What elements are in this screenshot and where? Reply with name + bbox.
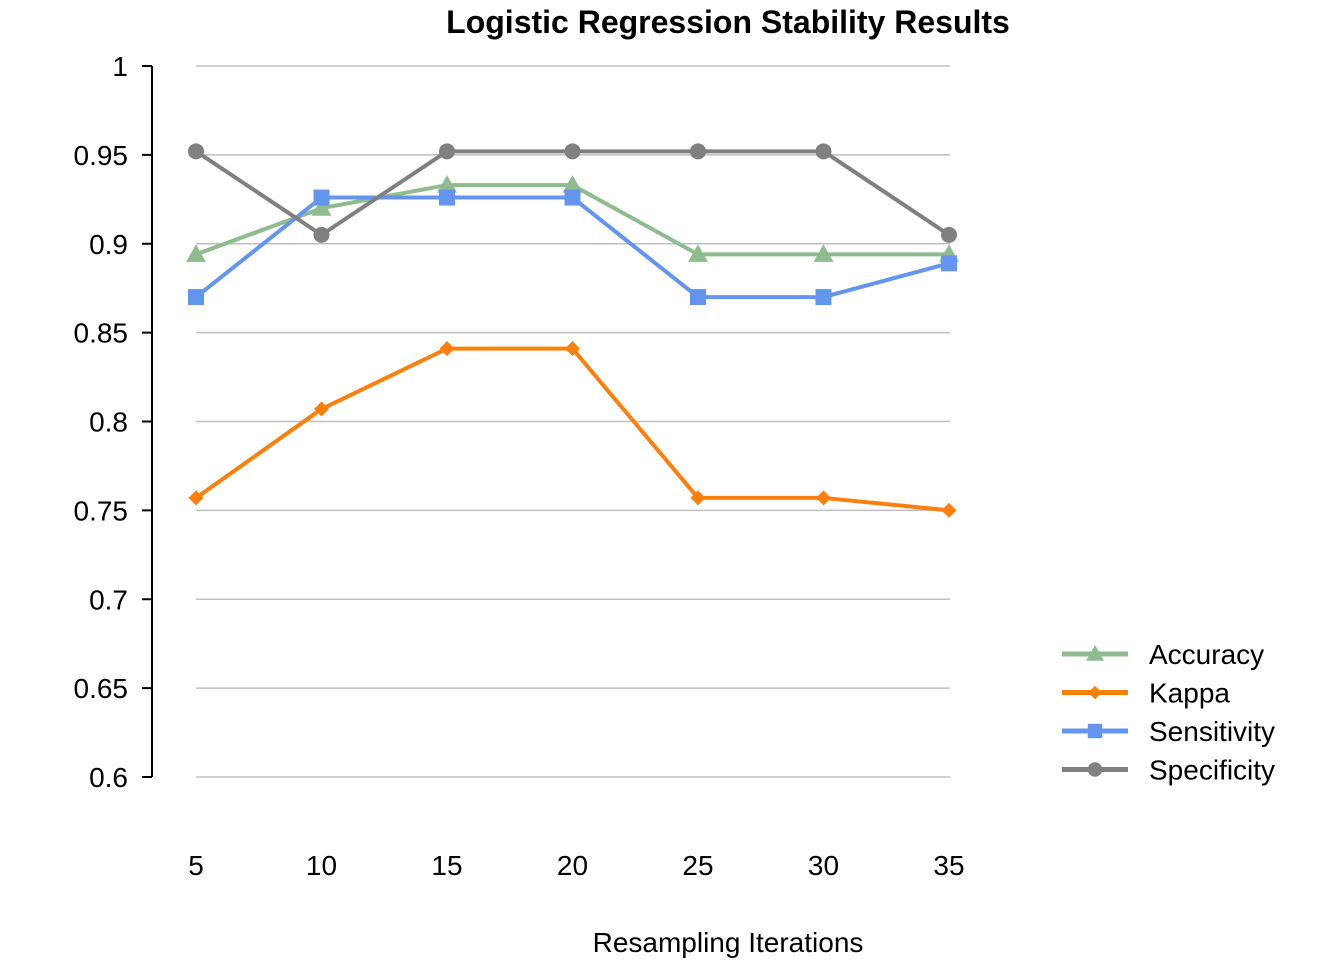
y-axis: [142, 65, 153, 778]
x-tick-label: 10: [306, 850, 337, 881]
data-point: [314, 401, 329, 417]
series-line: [194, 346, 950, 513]
y-tick-label: 0.65: [74, 673, 129, 704]
legend-item-specificity: Specificity: [1062, 755, 1275, 786]
legend-marker: [1086, 645, 1104, 661]
x-axis-title: Resampling Iterations: [593, 927, 864, 958]
data-point: [562, 175, 583, 193]
y-tick-label: 0.8: [89, 407, 128, 438]
data-point: [188, 143, 204, 160]
legend-label: Sensitivity: [1149, 716, 1275, 747]
data-point: [690, 143, 706, 160]
y-tick-label: 0.95: [74, 140, 129, 171]
series-kappa: [188, 341, 957, 518]
x-tick-label: 35: [933, 850, 964, 881]
data-point: [815, 143, 832, 160]
data-point: [188, 289, 204, 306]
data-point: [941, 226, 957, 243]
legend-item-kappa: Kappa: [1062, 678, 1230, 709]
x-tick-label: 20: [557, 850, 588, 881]
x-tick-labels: 5 10 15 20 25 30 35: [188, 850, 964, 881]
series-specificity: [188, 143, 957, 243]
legend-label: Specificity: [1149, 755, 1275, 786]
y-tick-label: 1: [112, 51, 128, 82]
x-tick-label: 15: [431, 850, 462, 881]
data-point: [813, 244, 834, 262]
gridlines: [196, 65, 950, 778]
data-point: [439, 341, 455, 357]
data-point: [941, 255, 957, 272]
legend-item-accuracy: Accuracy: [1062, 639, 1264, 670]
chart-title: Logistic Regression Stability Results: [446, 4, 1010, 40]
data-point: [941, 502, 957, 518]
legend: Accuracy Kappa Sensitivity Specificity: [1062, 639, 1275, 786]
legend-marker: [1088, 685, 1102, 700]
data-point: [690, 490, 706, 506]
y-tick-label: 0.6: [89, 762, 128, 793]
data-point: [188, 490, 204, 506]
data-point: [311, 198, 332, 216]
data-point: [564, 189, 581, 206]
data-point: [439, 143, 455, 160]
y-tick-label: 0.75: [74, 495, 129, 526]
data-point: [437, 175, 457, 193]
legend-label: Kappa: [1149, 678, 1230, 709]
data-point: [439, 189, 455, 206]
series-accuracy: [186, 175, 959, 262]
data-point: [816, 490, 831, 506]
data-point: [564, 143, 581, 160]
legend-marker: [1087, 762, 1103, 777]
data-point: [690, 289, 706, 306]
legend-marker: [1087, 723, 1103, 739]
x-tick-label: 30: [808, 850, 839, 881]
data-point: [186, 244, 206, 262]
legend-item-sensitivity: Sensitivity: [1062, 716, 1275, 747]
data-point: [313, 189, 330, 206]
y-tick-labels: 0.6 0.65 0.7 0.75 0.8 0.85 0.9 0.95 1: [74, 51, 129, 793]
y-tick-label: 0.9: [89, 229, 128, 260]
series-sensitivity: [188, 189, 957, 306]
data-point: [313, 226, 330, 243]
data-point: [688, 244, 708, 262]
y-tick-label: 0.85: [74, 318, 129, 349]
data-point: [815, 289, 832, 306]
legend-label: Accuracy: [1149, 639, 1264, 670]
data-point: [565, 341, 580, 357]
y-tick-label: 0.7: [89, 584, 128, 615]
x-tick-label: 25: [682, 850, 713, 881]
x-tick-label: 5: [188, 850, 204, 881]
series-lines: [186, 143, 959, 518]
